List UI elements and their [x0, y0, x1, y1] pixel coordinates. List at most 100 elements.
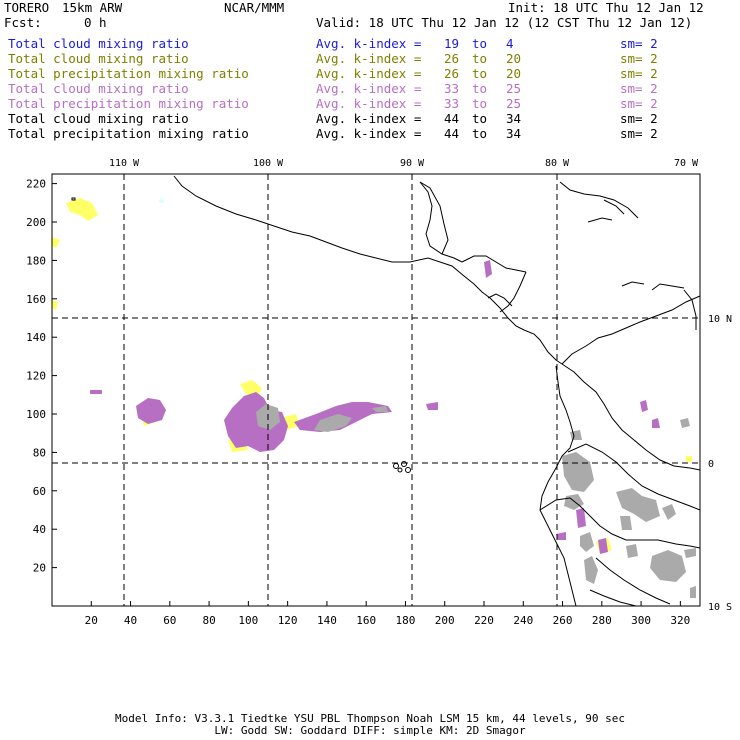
legend-kindex-end: 25 [506, 81, 522, 96]
legend-to-label: to [472, 96, 488, 111]
x-tick-label: 180 [396, 614, 416, 627]
legend-to-label: to [472, 111, 488, 126]
legend-row: Total cloud mixing ratio Avg. k-index = 19… [0, 36, 740, 51]
legend-kindex-start: 44 [444, 111, 460, 126]
yellow-cloud-regions [52, 198, 692, 554]
small-islands [71, 197, 164, 203]
legend-kindex-end: 25 [506, 96, 522, 111]
legend-kindex-end: 34 [506, 111, 522, 126]
longitude-label: 110 W [109, 158, 140, 169]
y-tick-label: 40 [33, 523, 46, 536]
y-tick-label: 140 [26, 331, 46, 344]
x-tick-label: 260 [553, 614, 573, 627]
legend-smoothing: sm= 2 [620, 66, 658, 81]
latitude-label: 10 S [708, 602, 732, 613]
legend-to-label: to [472, 51, 488, 66]
legend-field-name: Total cloud mixing ratio [8, 111, 189, 126]
organization: NCAR/MMM [224, 0, 285, 15]
violet-cloud-regions [90, 260, 660, 554]
x-tick-label: 100 [238, 614, 258, 627]
x-tick-label: 20 [85, 614, 98, 627]
legend-to-label: to [472, 81, 488, 96]
y-tick-label: 160 [26, 293, 46, 306]
y-tick-label: 20 [33, 562, 46, 575]
legend-kindex-label: Avg. k-index = [316, 96, 422, 111]
legend-field-name: Total cloud mixing ratio [8, 36, 189, 51]
y-ticks [52, 183, 57, 569]
legend-row: Total precipitation mixing ratio Avg. k-i… [0, 126, 740, 141]
model-info-line: Model Info: V3.3.1 Tiedtke YSU PBL Thomp… [115, 712, 625, 725]
y-tick-label: 100 [26, 408, 46, 421]
legend-kindex-start: 26 [444, 51, 460, 66]
legend-kindex-start: 26 [444, 66, 460, 81]
legend-row: Total cloud mixing ratio Avg. k-index = 33… [0, 81, 740, 96]
legend-field-name: Total precipitation mixing ratio [8, 66, 249, 81]
legend-field-name: Total precipitation mixing ratio [8, 126, 249, 141]
legend-field-name: Total cloud mixing ratio [8, 81, 189, 96]
init-time: Init: 18 UTC Thu 12 Jan 12 [508, 0, 704, 15]
header-row-1: TORERO 15km ARW NCAR/MMM Init: 18 UTC Th… [0, 0, 740, 15]
y-tick-label: 180 [26, 254, 46, 267]
x-tick-label: 200 [435, 614, 455, 627]
x-tick-label: 220 [474, 614, 494, 627]
legend-kindex-label: Avg. k-index = [316, 126, 422, 141]
y-tick-label: 200 [26, 216, 46, 229]
forecast-label: Fcst: [4, 15, 42, 30]
legend-kindex-label: Avg. k-index = [316, 81, 422, 96]
longitude-label: 70 W [674, 158, 699, 169]
map-frame [51, 173, 701, 607]
legend-row: Total cloud mixing ratio Avg. k-index = 26… [0, 51, 740, 66]
legend-smoothing: sm= 2 [620, 51, 658, 66]
legend-kindex-label: Avg. k-index = [316, 111, 422, 126]
legend-kindex-end: 34 [506, 126, 522, 141]
x-tick-label: 240 [513, 614, 533, 627]
physics-info-line: LW: Godd SW: Goddard DIFF: simple KM: 2D… [214, 724, 526, 737]
legend-kindex-end: 4 [506, 36, 514, 51]
longitude-label: 80 W [545, 158, 570, 169]
x-tick-label: 80 [202, 614, 215, 627]
longitude-label: 100 W [253, 158, 284, 169]
legend-field-name: Total precipitation mixing ratio [8, 96, 249, 111]
x-tick-label: 40 [124, 614, 137, 627]
domain-name: TORERO [4, 0, 50, 15]
legend-smoothing: sm= 2 [620, 81, 658, 96]
x-tick-label: 300 [631, 614, 651, 627]
valid-time: Valid: 18 UTC Thu 12 Jan 12 (12 CST Thu … [316, 15, 693, 30]
legend-smoothing: sm= 2 [620, 111, 658, 126]
x-tick-label: 140 [317, 614, 337, 627]
y-tick-labels: 220 200 180 160 140 120 100 80 60 40 20 [26, 178, 46, 575]
coastlines [173, 175, 701, 607]
x-tick-label: 280 [592, 614, 612, 627]
x-tick-label: 60 [163, 614, 176, 627]
gray-cloud-regions [256, 404, 696, 598]
legend-kindex-label: Avg. k-index = [316, 66, 422, 81]
latitude-label: 10 N [708, 314, 732, 325]
legend-kindex-label: Avg. k-index = [316, 51, 422, 66]
header-row-2: Fcst: 0 h Valid: 18 UTC Thu 12 Jan 12 (1… [0, 0, 740, 30]
graticule [52, 174, 700, 606]
latitude-labels: 10 N 0 10 S [708, 314, 732, 613]
legend-kindex-start: 33 [444, 81, 460, 96]
legend-smoothing: sm= 2 [620, 126, 658, 141]
latitude-label: 0 [708, 459, 714, 470]
legend-row: Total precipitation mixing ratio Avg. k-i… [0, 66, 740, 81]
legend-smoothing: sm= 2 [620, 36, 658, 51]
legend-kindex-start: 44 [444, 126, 460, 141]
y-tick-label: 80 [33, 446, 46, 459]
model-description: 15km ARW [62, 0, 123, 15]
y-tick-label: 120 [26, 370, 46, 383]
legend-to-label: to [472, 66, 488, 81]
legend-field-name: Total cloud mixing ratio [8, 51, 189, 66]
longitude-label: 90 W [400, 158, 425, 169]
legend-to-label: to [472, 36, 488, 51]
x-tick-labels: 20 40 60 80 100 120 140 160 180 200 220 240 260 280 30… [85, 614, 691, 627]
forecast-hour: 0 h [84, 15, 107, 30]
legend-kindex-end: 20 [506, 51, 522, 66]
legend-to-label: to [472, 126, 488, 141]
y-tick-label: 220 [26, 178, 46, 191]
legend-row: Total cloud mixing ratio Avg. k-index = 44… [0, 111, 740, 126]
legend-smoothing: sm= 2 [620, 96, 658, 111]
longitude-labels: 110 W 100 W 90 W 80 W 70 W [109, 158, 699, 169]
legend-kindex-label: Avg. k-index = [316, 36, 422, 51]
